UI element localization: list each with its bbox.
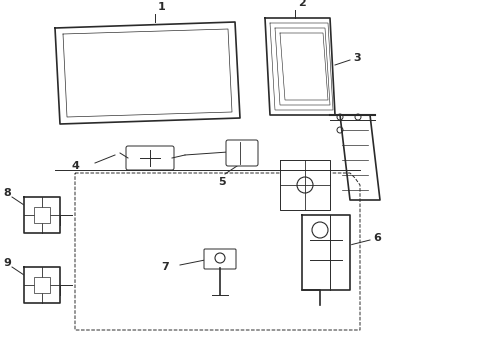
Text: 3: 3 [353, 53, 361, 63]
Text: 5: 5 [218, 177, 226, 187]
FancyBboxPatch shape [226, 140, 258, 166]
FancyBboxPatch shape [126, 146, 174, 170]
Polygon shape [24, 197, 60, 233]
Text: 7: 7 [161, 262, 169, 272]
Polygon shape [24, 267, 60, 303]
Text: 4: 4 [71, 161, 79, 171]
Text: 8: 8 [3, 188, 11, 198]
Polygon shape [280, 160, 330, 210]
Bar [34, 207, 50, 223]
FancyBboxPatch shape [204, 249, 236, 269]
Text: 9: 9 [3, 258, 11, 268]
Bar [34, 277, 50, 293]
Polygon shape [55, 22, 240, 124]
Polygon shape [340, 115, 380, 200]
Polygon shape [265, 18, 335, 115]
Text: 6: 6 [373, 233, 381, 243]
Text: 2: 2 [298, 0, 306, 8]
Polygon shape [302, 215, 350, 290]
Text: 1: 1 [158, 2, 166, 12]
